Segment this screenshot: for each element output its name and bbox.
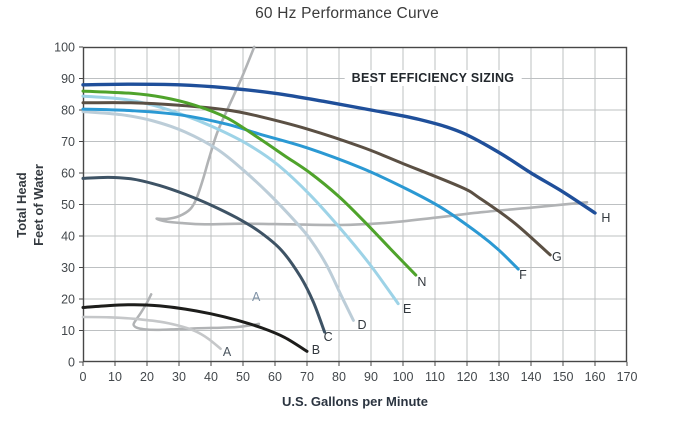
y-axis-title: Total Head Feet of Water bbox=[14, 164, 48, 246]
x-tick-label: 170 bbox=[617, 370, 638, 384]
curve-label-D: D bbox=[358, 318, 367, 332]
x-tick-label: 10 bbox=[108, 370, 122, 384]
curve-B bbox=[81, 303, 309, 353]
curve-G bbox=[81, 101, 552, 257]
curve-D bbox=[81, 110, 355, 322]
curve-label-H: H bbox=[601, 211, 610, 225]
x-tick-label: 150 bbox=[553, 370, 574, 384]
x-tick-label: 100 bbox=[393, 370, 414, 384]
chart-title: 60 Hz Performance Curve bbox=[255, 5, 439, 22]
curve-A bbox=[81, 315, 222, 351]
curve-best-efficiency-large bbox=[155, 45, 589, 227]
curve-best-efficiency-small bbox=[132, 293, 261, 332]
x-tick-label: 90 bbox=[364, 370, 378, 384]
y-tick-label: 10 bbox=[61, 324, 75, 338]
y-tick-label: 90 bbox=[61, 72, 75, 86]
y-axis-title-line1: Total Head bbox=[14, 172, 30, 238]
curve-label-C: C bbox=[324, 330, 333, 344]
curve-label-B: B bbox=[312, 343, 320, 357]
curve-N bbox=[81, 89, 418, 277]
y-tick-label: 20 bbox=[61, 293, 75, 307]
curve-label-G: G bbox=[552, 250, 562, 264]
curve-C bbox=[81, 175, 327, 334]
curve-label-N: N bbox=[417, 275, 426, 289]
y-axis-title-line2: Feet of Water bbox=[31, 164, 46, 246]
y-tick-label: 40 bbox=[61, 230, 75, 244]
curve-F bbox=[81, 107, 520, 271]
plot-frame bbox=[82, 46, 628, 363]
x-tick-label: 120 bbox=[457, 370, 478, 384]
x-tick-label: 130 bbox=[489, 370, 510, 384]
x-tick-label: 50 bbox=[236, 370, 250, 384]
x-tick-label: 20 bbox=[140, 370, 154, 384]
curve-label-A: A bbox=[252, 290, 261, 304]
curve-H bbox=[81, 82, 597, 215]
x-tick-label: 140 bbox=[521, 370, 542, 384]
y-tick-label: 80 bbox=[61, 104, 75, 118]
x-axis-title: U.S. Gallons per Minute bbox=[282, 394, 428, 409]
y-tick-label: 70 bbox=[61, 135, 75, 149]
x-tick-label: 40 bbox=[204, 370, 218, 384]
x-tick-label: 160 bbox=[585, 370, 606, 384]
y-tick-label: 60 bbox=[61, 167, 75, 181]
curve-label-F: F bbox=[519, 268, 527, 282]
x-tick-label: 30 bbox=[172, 370, 186, 384]
y-tick-label: 100 bbox=[54, 41, 75, 55]
y-tick-label: 30 bbox=[61, 261, 75, 275]
curve-label-A: A bbox=[223, 345, 232, 359]
x-tick-label: 70 bbox=[300, 370, 314, 384]
x-tick-label: 80 bbox=[332, 370, 346, 384]
x-tick-label: 0 bbox=[80, 370, 87, 384]
curve-label-E: E bbox=[403, 302, 411, 316]
best-efficiency-sizing-label: BEST EFFICIENCY SIZING bbox=[344, 70, 522, 86]
y-tick-label: 0 bbox=[68, 356, 75, 370]
x-tick-label: 60 bbox=[268, 370, 282, 384]
y-tick-label: 50 bbox=[61, 198, 75, 212]
x-tick-label: 110 bbox=[425, 370, 445, 384]
